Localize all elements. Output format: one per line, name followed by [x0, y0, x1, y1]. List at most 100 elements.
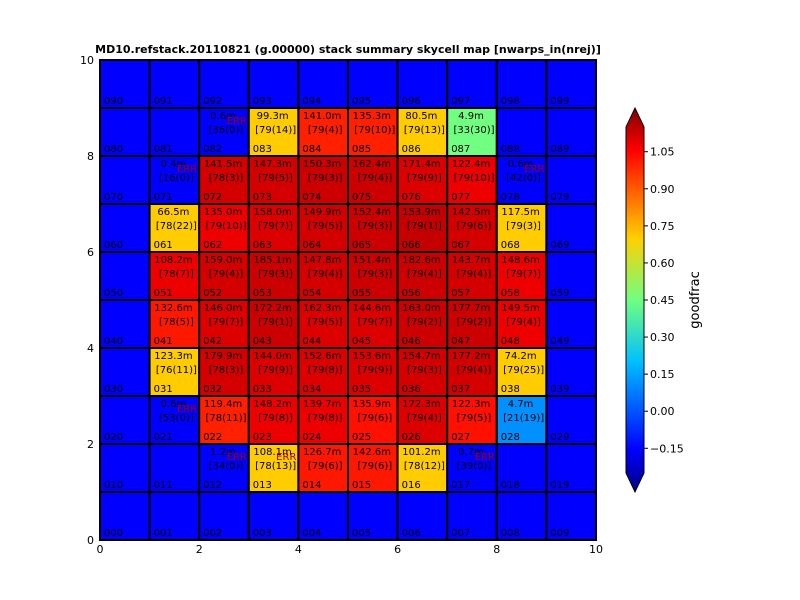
skycell-060	[99, 203, 151, 253]
skycell-019	[545, 443, 598, 493]
x-tick-label: 2	[196, 543, 203, 556]
skycell-area-label: 150.3m	[303, 159, 341, 170]
skycell-065	[347, 203, 399, 253]
skycell-061	[148, 203, 201, 253]
skycell-009	[545, 491, 598, 541]
skycell-id-label: 014	[302, 480, 321, 491]
skycell-id-label: 046	[402, 336, 421, 347]
skycell-id-label: 041	[154, 336, 173, 347]
skycell-warps-label: [42(0)]	[506, 173, 541, 184]
x-tick-label: 4	[295, 543, 302, 556]
skycell-093	[247, 59, 300, 109]
skycell-id-label: 049	[550, 336, 569, 347]
skycell-id-label: 091	[154, 96, 173, 107]
x-tick-label: 8	[493, 543, 500, 556]
skycell-warps-label: [79(5)]	[457, 413, 492, 424]
skycell-id-label: 059	[550, 288, 569, 299]
skycell-id-label: 051	[154, 288, 173, 299]
skycell-id-label: 072	[203, 192, 222, 203]
skycell-warps-label: [79(5)]	[308, 221, 343, 232]
skycell-id-label: 008	[501, 528, 520, 539]
skycell-090	[99, 59, 151, 109]
heatmap-cells	[99, 59, 598, 541]
skycell-area-label: 185.1m	[253, 255, 291, 266]
skycell-098	[495, 59, 548, 109]
skycell-area-label: 108.2m	[154, 255, 192, 266]
skycell-area-label: 177.2m	[452, 351, 490, 362]
skycell-area-label: 147.8m	[303, 255, 341, 266]
skycell-id-label: 063	[253, 240, 272, 251]
skycell-warps-label: [78(7)]	[159, 269, 194, 280]
skycell-id-label: 079	[550, 192, 569, 203]
skycell-id-label: 015	[352, 480, 371, 491]
skycell-warps-label: [79(3)]	[506, 221, 541, 232]
skycell-076	[396, 155, 449, 205]
skycell-073	[247, 155, 300, 205]
skycell-area-label: 0.6m	[161, 399, 187, 410]
y-tick-label: 0	[87, 534, 94, 547]
colorbar-label: goodfrac	[688, 271, 703, 328]
y-tick-label: 10	[80, 54, 94, 67]
skycell-warps-label: [79(10)]	[354, 125, 395, 136]
skycell-id-label: 067	[451, 240, 470, 251]
skycell-id-label: 069	[550, 240, 569, 251]
skycell-id-label: 038	[501, 384, 520, 395]
skycell-warps-label: [79(1)]	[258, 317, 293, 328]
skycell-id-label: 083	[253, 144, 272, 155]
skycell-054	[297, 251, 349, 301]
skycell-id-label: 078	[501, 192, 520, 203]
skycell-warps-label: [76(11)]	[156, 365, 197, 376]
skycell-area-label: 66.5m	[157, 207, 189, 218]
skycell-id-label: 082	[203, 144, 222, 155]
skycell-area-label: 152.4m	[353, 207, 391, 218]
skycell-088	[495, 107, 548, 157]
skycell-area-label: 171.4m	[402, 159, 440, 170]
skycell-warps-label: [79(4)]	[457, 365, 492, 376]
skycell-area-label: 99.3m	[257, 111, 289, 122]
skycell-area-label: 149.9m	[303, 207, 341, 218]
skycell-area-label: 172.3m	[402, 399, 440, 410]
skycell-id-label: 088	[501, 144, 520, 155]
skycell-area-label: 144.6m	[353, 303, 391, 314]
skycell-warps-label: [79(6)]	[308, 461, 343, 472]
skycell-034	[297, 347, 349, 397]
skycell-id-label: 042	[203, 336, 222, 347]
skycell-warps-label: [33(30)]	[453, 125, 494, 136]
skycell-048	[495, 299, 548, 349]
skycell-id-label: 031	[154, 384, 173, 395]
skycell-area-label: 148.2m	[253, 399, 291, 410]
skycell-035	[347, 347, 399, 397]
skycell-id-label: 052	[203, 288, 222, 299]
skycell-warps-label: [79(4)]	[308, 125, 343, 136]
skycell-area-label: 122.4m	[452, 159, 490, 170]
skycell-area-label: 151.4m	[353, 255, 391, 266]
skycell-area-label: 123.3m	[154, 351, 192, 362]
colorbar-tick-label: 0.00	[650, 405, 675, 418]
skycell-warps-label: [79(7)]	[258, 221, 293, 232]
skycell-id-label: 060	[104, 240, 123, 251]
skycell-area-label: 126.7m	[303, 447, 341, 458]
skycell-id-label: 085	[352, 144, 371, 155]
skycell-id-label: 077	[451, 192, 470, 203]
skycell-id-label: 004	[302, 528, 321, 539]
skycell-area-label: 0.6m	[210, 111, 236, 122]
skycell-warps-label: [78(13)]	[255, 461, 296, 472]
skycell-id-label: 058	[501, 288, 520, 299]
skycell-warps-label: [79(10)]	[205, 221, 246, 232]
skycell-warps-label: [79(8)]	[308, 413, 343, 424]
skycell-area-label: 147.3m	[253, 159, 291, 170]
skycell-area-label: 159.0m	[204, 255, 242, 266]
skycell-warps-label: [79(4)]	[308, 269, 343, 280]
colorbar-tick-label: 1.05	[650, 146, 675, 159]
skycell-id-label: 001	[154, 528, 173, 539]
skycell-warps-label: [79(7)]	[506, 269, 541, 280]
skycell-id-label: 021	[154, 432, 173, 443]
skycell-warps-label: [79(9)]	[357, 365, 392, 376]
skycell-id-label: 024	[302, 432, 321, 443]
skycell-area-label: 74.2m	[505, 351, 537, 362]
skycell-id-label: 007	[451, 528, 470, 539]
skycell-id-label: 039	[550, 384, 569, 395]
colorbar-tick-label: 0.15	[650, 368, 675, 381]
skycell-area-label: 117.5m	[501, 207, 539, 218]
